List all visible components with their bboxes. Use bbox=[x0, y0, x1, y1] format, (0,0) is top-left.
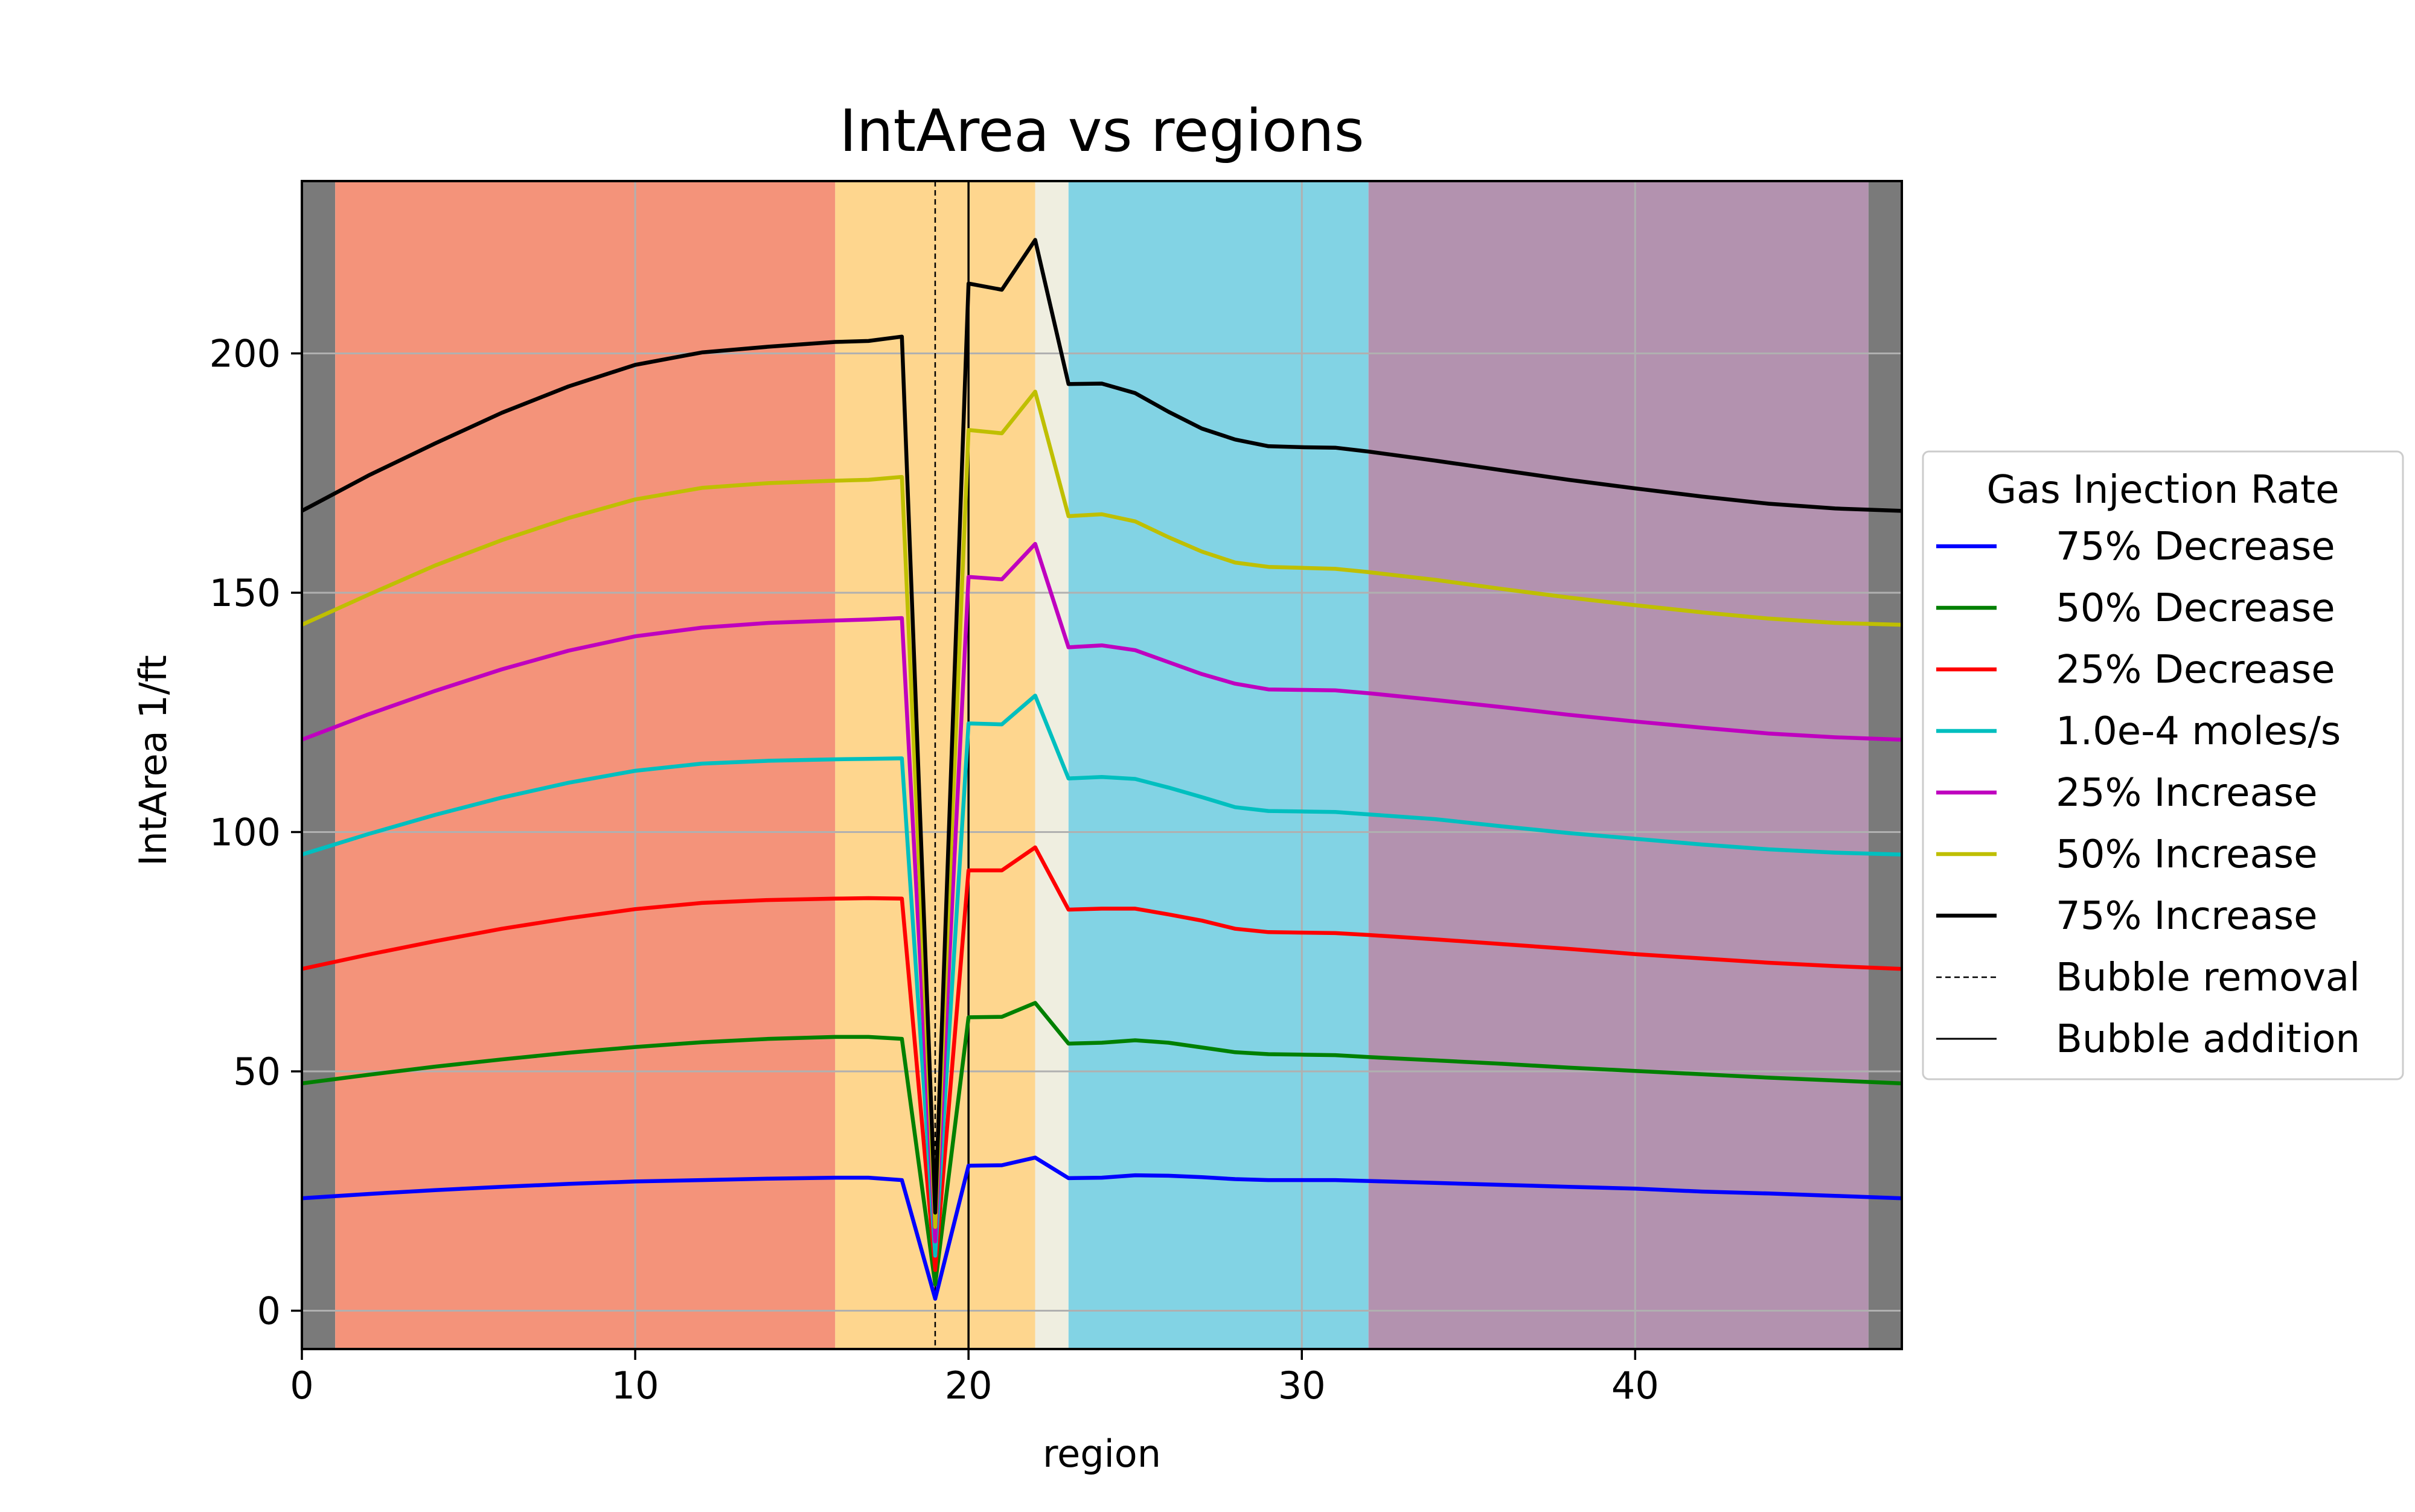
y-axis-label: IntArea 1/ft bbox=[131, 655, 175, 866]
legend-label: 75% Increase bbox=[2056, 894, 2317, 939]
region-band bbox=[1868, 181, 1902, 1349]
series-line bbox=[301, 1001, 1902, 1287]
legend-label: 50% Increase bbox=[2056, 832, 2317, 877]
region-band bbox=[1368, 181, 1869, 1349]
y-tick-label: 200 bbox=[210, 331, 281, 375]
y-tick-label: 0 bbox=[257, 1289, 281, 1333]
axes-frame bbox=[301, 180, 1903, 1350]
y-tick-label: 50 bbox=[233, 1050, 281, 1094]
legend-label: Bubble addition bbox=[2056, 1017, 2360, 1062]
legend: Gas Injection Rate 75% Decrease 50% Decrea… bbox=[1922, 450, 2404, 1080]
x-tick-label: 40 bbox=[1611, 1364, 1659, 1408]
plot-area: 0 10 20 30 40 0 50 100 150 200 bbox=[210, 180, 1903, 1408]
legend-label: 25% Decrease bbox=[2056, 648, 2335, 692]
legend-label: 1.0e-4 moles/s bbox=[2056, 709, 2341, 754]
y-tick-label: 100 bbox=[210, 811, 281, 855]
legend-label: 50% Decrease bbox=[2056, 586, 2335, 631]
series-line bbox=[301, 389, 1902, 1230]
legend-label: 75% Decrease bbox=[2056, 525, 2335, 569]
x-axis-label: region bbox=[1043, 1432, 1161, 1476]
legend-label: Bubble removal bbox=[2056, 955, 2360, 1000]
series-line bbox=[301, 238, 1902, 1215]
y-tick-label: 150 bbox=[210, 571, 281, 615]
x-tick-label: 20 bbox=[945, 1364, 993, 1408]
series-line bbox=[301, 845, 1902, 1272]
region-band bbox=[302, 181, 336, 1349]
series-line bbox=[301, 541, 1902, 1243]
series-line bbox=[301, 1155, 1902, 1301]
legend-box bbox=[1922, 450, 2404, 1080]
x-tick-label: 0 bbox=[290, 1364, 313, 1408]
legend-title: Gas Injection Rate bbox=[1987, 468, 2340, 512]
region-band bbox=[335, 181, 836, 1349]
legend-label: 25% Increase bbox=[2056, 771, 2317, 815]
chart-title: IntArea vs regions bbox=[839, 97, 1364, 165]
series-line bbox=[301, 694, 1902, 1258]
x-tick-label: 30 bbox=[1278, 1364, 1326, 1408]
x-tick-label: 10 bbox=[612, 1364, 659, 1408]
region-band bbox=[1068, 181, 1369, 1349]
